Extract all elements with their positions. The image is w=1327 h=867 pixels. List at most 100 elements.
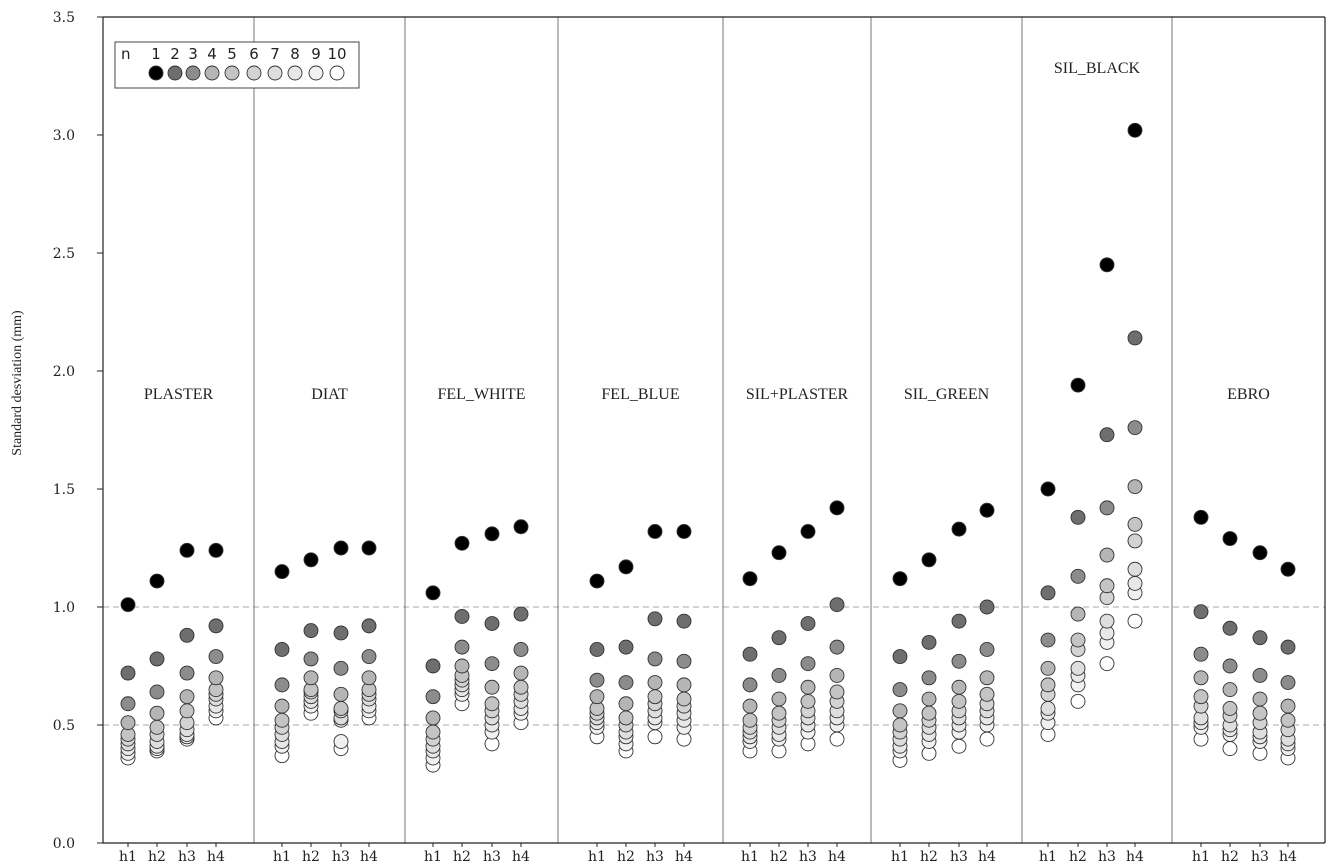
data-point	[484, 656, 500, 672]
data-point	[589, 642, 605, 657]
legend-label: 9	[311, 45, 321, 63]
data-point	[829, 667, 845, 683]
grid-layer	[103, 17, 1325, 843]
x-tick-label: h4	[675, 849, 693, 865]
data-point	[618, 639, 634, 655]
data-point	[333, 686, 349, 702]
x-tick-label: h4	[512, 849, 530, 865]
group-labels: PLASTER DIAT FEL_WHITE FEL_BLUE SIL+PLASTER S…	[144, 60, 1270, 403]
data-point	[120, 597, 136, 613]
data-point	[800, 616, 816, 631]
x-tick-label: h2	[302, 849, 320, 865]
data-point	[979, 642, 995, 657]
x-tick-label: h2	[1069, 849, 1087, 865]
data-point	[676, 691, 692, 707]
x-tick-label: h2	[148, 849, 166, 865]
data-point	[484, 616, 500, 631]
data-point	[800, 524, 816, 539]
group-label: FEL_BLUE	[601, 386, 679, 403]
legend-label: 8	[290, 45, 300, 63]
x-tick-label: h1	[1192, 849, 1210, 865]
data-point	[742, 712, 758, 728]
legend-marker	[287, 65, 303, 81]
y-tick-label: 1.5	[53, 482, 75, 498]
legend-label: 7	[270, 45, 280, 63]
legend-marker	[148, 65, 164, 81]
data-point	[425, 710, 441, 726]
data-point	[771, 545, 787, 561]
legend-label: 4	[207, 45, 217, 63]
data-point	[618, 675, 634, 690]
group-label: SIL_GREEN	[904, 386, 990, 403]
data-point	[179, 665, 195, 681]
data-point	[1127, 420, 1143, 436]
legend-label: 1	[151, 45, 161, 63]
x-tick-label: h3	[950, 849, 968, 865]
data-point	[800, 656, 816, 672]
x-tick-label: h1	[1039, 849, 1057, 865]
data-point	[333, 625, 349, 641]
data-point	[149, 573, 165, 589]
data-point	[303, 552, 319, 568]
data-point	[921, 634, 937, 650]
data-point	[303, 670, 319, 686]
legend-marker	[246, 65, 262, 81]
x-tick-label: h2	[1221, 849, 1239, 865]
data-point	[274, 698, 290, 714]
data-point	[771, 667, 787, 683]
legend-label: 2	[170, 45, 180, 63]
data-point	[208, 618, 224, 634]
x-tick-label: h3	[332, 849, 350, 865]
x-tick-label: h1	[588, 849, 606, 865]
data-point	[979, 686, 995, 702]
x-tick-label: h4	[360, 849, 378, 865]
data-point	[454, 658, 470, 674]
data-point	[1193, 646, 1209, 662]
data-point	[1280, 639, 1296, 655]
y-axis-label: Standard desviation (mm)	[10, 310, 25, 456]
data-point	[454, 608, 470, 624]
data-point	[425, 724, 441, 740]
data-point	[1127, 533, 1143, 549]
y-tick-label: 1.0	[53, 600, 75, 616]
x-tick-label: h3	[178, 849, 196, 865]
data-point	[1070, 568, 1086, 584]
data-point	[1040, 701, 1056, 716]
data-point	[979, 670, 995, 686]
legend-marker	[329, 65, 345, 81]
data-point	[1252, 630, 1268, 646]
data-point	[208, 542, 224, 558]
data-point	[1099, 500, 1115, 516]
data-point	[1193, 604, 1209, 620]
data-point	[1252, 691, 1268, 707]
data-point	[829, 500, 845, 516]
legend-marker	[308, 65, 324, 81]
data-point	[1099, 578, 1115, 594]
data-point	[484, 679, 500, 695]
data-point	[589, 573, 605, 589]
data-point	[361, 649, 377, 665]
data-point	[1040, 660, 1056, 676]
data-point	[892, 649, 908, 665]
data-point	[589, 672, 605, 688]
data-point	[179, 627, 195, 643]
group-label: EBRO	[1227, 386, 1270, 403]
data-point	[179, 542, 195, 558]
data-point	[149, 705, 165, 721]
data-point	[892, 703, 908, 719]
group-label: SIL_BLACK	[1054, 60, 1141, 77]
data-point	[979, 502, 995, 518]
data-point	[333, 540, 349, 556]
legend-label: 3	[188, 45, 198, 63]
data-point	[120, 696, 136, 712]
x-tick-label: h3	[799, 849, 817, 865]
data-point	[829, 639, 845, 655]
data-point	[208, 670, 224, 686]
data-point	[333, 701, 349, 716]
legend-marker	[224, 65, 240, 81]
y-tick-label: 0.5	[53, 718, 75, 734]
data-point	[742, 571, 758, 587]
data-point	[1099, 656, 1115, 672]
data-point	[1070, 509, 1086, 525]
y-tick-label: 2.0	[53, 364, 75, 380]
